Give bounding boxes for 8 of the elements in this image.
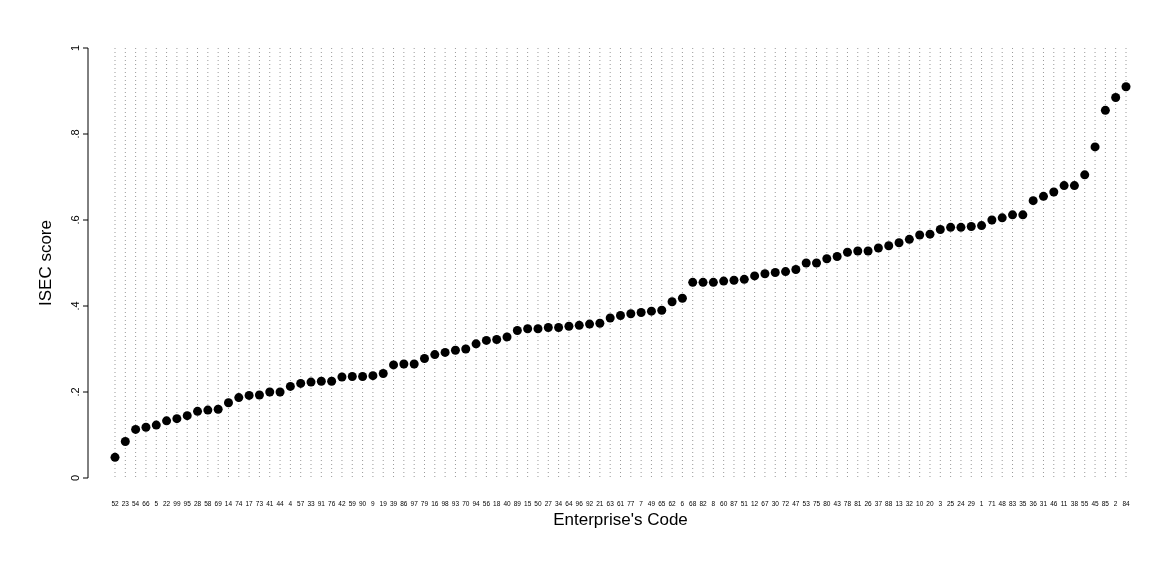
- y-axis-title: ISEC score: [36, 220, 55, 306]
- y-tick-label: .6: [69, 215, 81, 225]
- y-tick-label: .2: [69, 387, 81, 397]
- x-axis-title: Enterprise's Code: [553, 510, 688, 529]
- y-tick-label: .4: [69, 301, 81, 311]
- y-tick-label: 1: [69, 44, 81, 52]
- y-tick-label: 0: [69, 474, 81, 482]
- y-tick-label: .8: [69, 129, 81, 139]
